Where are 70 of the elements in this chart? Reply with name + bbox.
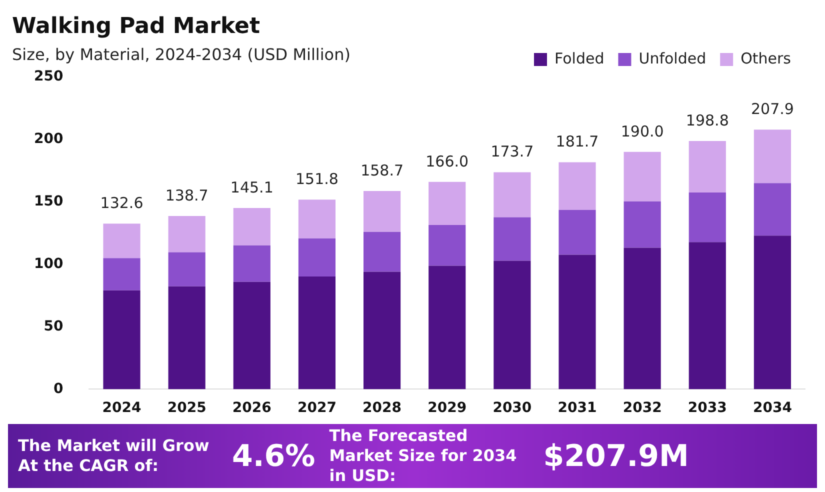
- total-label: 207.9: [750, 100, 794, 118]
- bar: [233, 208, 270, 246]
- bar: [103, 290, 140, 390]
- bar: [298, 276, 336, 390]
- total-label: 166.0: [426, 152, 469, 170]
- bar: [298, 238, 336, 277]
- total-label: 138.7: [165, 186, 208, 204]
- bar: [428, 266, 466, 390]
- bar: [168, 252, 206, 286]
- y-tick-label: 0: [53, 380, 64, 397]
- bar: [168, 286, 206, 390]
- total-label: 145.1: [230, 178, 274, 196]
- text: 4.6%: [232, 438, 316, 474]
- bar: [103, 224, 140, 258]
- y-tick-label: 100: [34, 256, 64, 272]
- y-tick-label: 150: [34, 194, 64, 210]
- total-label: 158.7: [360, 161, 404, 180]
- x-tick-label: 2032: [622, 400, 662, 416]
- bar: [428, 182, 466, 225]
- x-tick-label: 2027: [297, 400, 336, 416]
- bar: [754, 183, 792, 236]
- total-label: 173.7: [490, 142, 534, 161]
- bar: [754, 236, 792, 390]
- bar: [103, 258, 140, 290]
- x-tick-label: 2034: [752, 400, 792, 416]
- bar: [624, 248, 661, 390]
- legend-label: Others: [740, 49, 792, 68]
- bar: [688, 140, 726, 193]
- x-tick-label: 2029: [428, 400, 467, 416]
- total-label: 198.8: [686, 111, 729, 130]
- bar: [754, 130, 792, 184]
- total-label: 151.8: [295, 170, 338, 188]
- x-tick-label: 2028: [362, 400, 402, 416]
- bar: [558, 254, 596, 390]
- bar: [558, 210, 596, 255]
- text: The Forecasted Market Size for 2034 in USD:: [329, 426, 518, 486]
- y-tick-label: 50: [44, 318, 64, 334]
- total-label: 132.6: [100, 194, 144, 212]
- text: $207.9M: [543, 438, 689, 474]
- bar: [624, 201, 661, 248]
- y-tick-label: 250: [34, 68, 64, 85]
- bar: [688, 242, 726, 390]
- bar: [494, 217, 531, 261]
- y-tick-label: 200: [34, 131, 64, 148]
- bar: [363, 232, 401, 272]
- legend-label: Unfolded: [638, 49, 706, 68]
- x-tick-label: 2033: [688, 400, 727, 416]
- x-tick-label: 2026: [232, 400, 272, 416]
- bar: [233, 282, 270, 390]
- bar: [168, 216, 206, 252]
- bar: [233, 245, 270, 282]
- legend-label: Folded: [554, 49, 604, 68]
- x-tick-label: 2025: [167, 400, 206, 416]
- bar: [298, 200, 336, 238]
- bar: [688, 192, 726, 242]
- bar: [624, 152, 661, 202]
- total-label: 181.7: [556, 132, 599, 151]
- chart-subtitle: Size, by Material, 2024-2034 (USD Million): [12, 45, 350, 64]
- bar: [494, 260, 531, 390]
- bar: [558, 162, 596, 210]
- x-tick-label: 2030: [492, 400, 532, 416]
- x-tick-label: 2031: [558, 400, 597, 416]
- chart-title: Walking Pad Market: [12, 14, 261, 39]
- bar: [494, 172, 531, 218]
- x-tick-label: 2024: [102, 400, 142, 416]
- total-label: 190.0: [620, 122, 664, 140]
- bar: [363, 272, 401, 390]
- bar: [363, 191, 401, 232]
- bar: [428, 224, 466, 266]
- text: The Market will Grow At the CAGR of:: [18, 436, 210, 476]
